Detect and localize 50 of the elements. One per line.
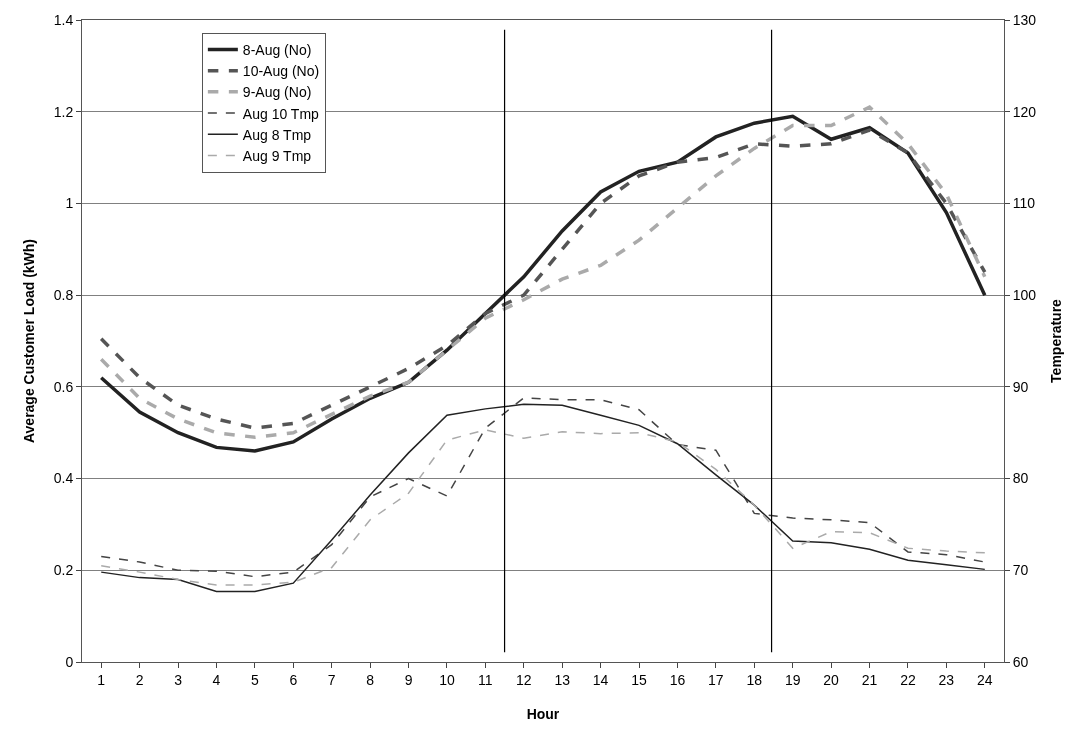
y-tick-label: 1.4 — [53, 11, 74, 28]
legend-label: 9-Aug (No) — [242, 84, 312, 101]
x-tick-label: 9 — [404, 671, 413, 688]
x-tick-label: 23 — [938, 671, 955, 688]
x-tick-label: 20 — [823, 671, 840, 688]
x-tick-label: 13 — [554, 671, 571, 688]
legend-label: Aug 9 Tmp — [242, 147, 312, 164]
x-tick-label: 8 — [366, 671, 375, 688]
x-tick-label: 10 — [439, 671, 455, 688]
y-tick-label: 0 — [65, 653, 74, 670]
y2-tick-label: 100 — [1012, 287, 1037, 304]
x-tick-label: 14 — [592, 671, 609, 688]
y-tick-label: 1.2 — [53, 103, 74, 120]
y2-tick-label: 70 — [1012, 562, 1029, 579]
y2-tick-label: 130 — [1012, 11, 1037, 28]
x-tick-label: 3 — [174, 671, 183, 688]
y-tick-label: 0.8 — [53, 287, 74, 304]
y-tick-label: 0.2 — [53, 562, 74, 579]
x-tick-label: 2 — [135, 671, 144, 688]
y-tick-label: 0.4 — [53, 470, 74, 487]
x-tick-label: 7 — [327, 671, 336, 688]
line-series — [100, 429, 986, 586]
y2-axis-title: Temperature — [1047, 298, 1064, 383]
x-tick-label: 16 — [669, 671, 686, 688]
legend-label: Aug 8 Tmp — [242, 126, 312, 143]
y-axis-title: Average Customer Load (kWh) — [21, 238, 38, 444]
x-tick-label: 24 — [977, 671, 993, 688]
legend-label: 8-Aug (No) — [242, 41, 312, 58]
x-tick-label: 15 — [631, 671, 648, 688]
y-tick-label: 0.6 — [53, 378, 74, 395]
y-tick-label: 1 — [65, 195, 74, 212]
y2-tick-label: 120 — [1012, 103, 1037, 120]
x-tick-label: 19 — [784, 671, 801, 688]
y2-tick-label: 90 — [1012, 378, 1029, 395]
x-tick-label: 12 — [516, 671, 532, 688]
legend-label: Aug 10 Tmp — [242, 105, 320, 122]
x-tick-label: 1 — [97, 671, 106, 688]
x-tick-label: 4 — [212, 671, 221, 688]
x-tick-label: 5 — [250, 671, 259, 688]
x-tick-label: 6 — [289, 671, 298, 688]
x-tick-label: 22 — [900, 671, 916, 688]
y2-tick-label: 60 — [1012, 653, 1029, 670]
y2-tick-label: 80 — [1012, 470, 1029, 487]
x-axis-title: Hour — [526, 706, 560, 723]
x-tick-label: 17 — [708, 671, 724, 688]
x-tick-label: 21 — [861, 671, 878, 688]
y2-tick-label: 110 — [1012, 195, 1036, 212]
legend-label: 10-Aug (No) — [242, 63, 320, 80]
x-tick-label: 11 — [478, 671, 493, 688]
x-tick-label: 18 — [746, 671, 763, 688]
